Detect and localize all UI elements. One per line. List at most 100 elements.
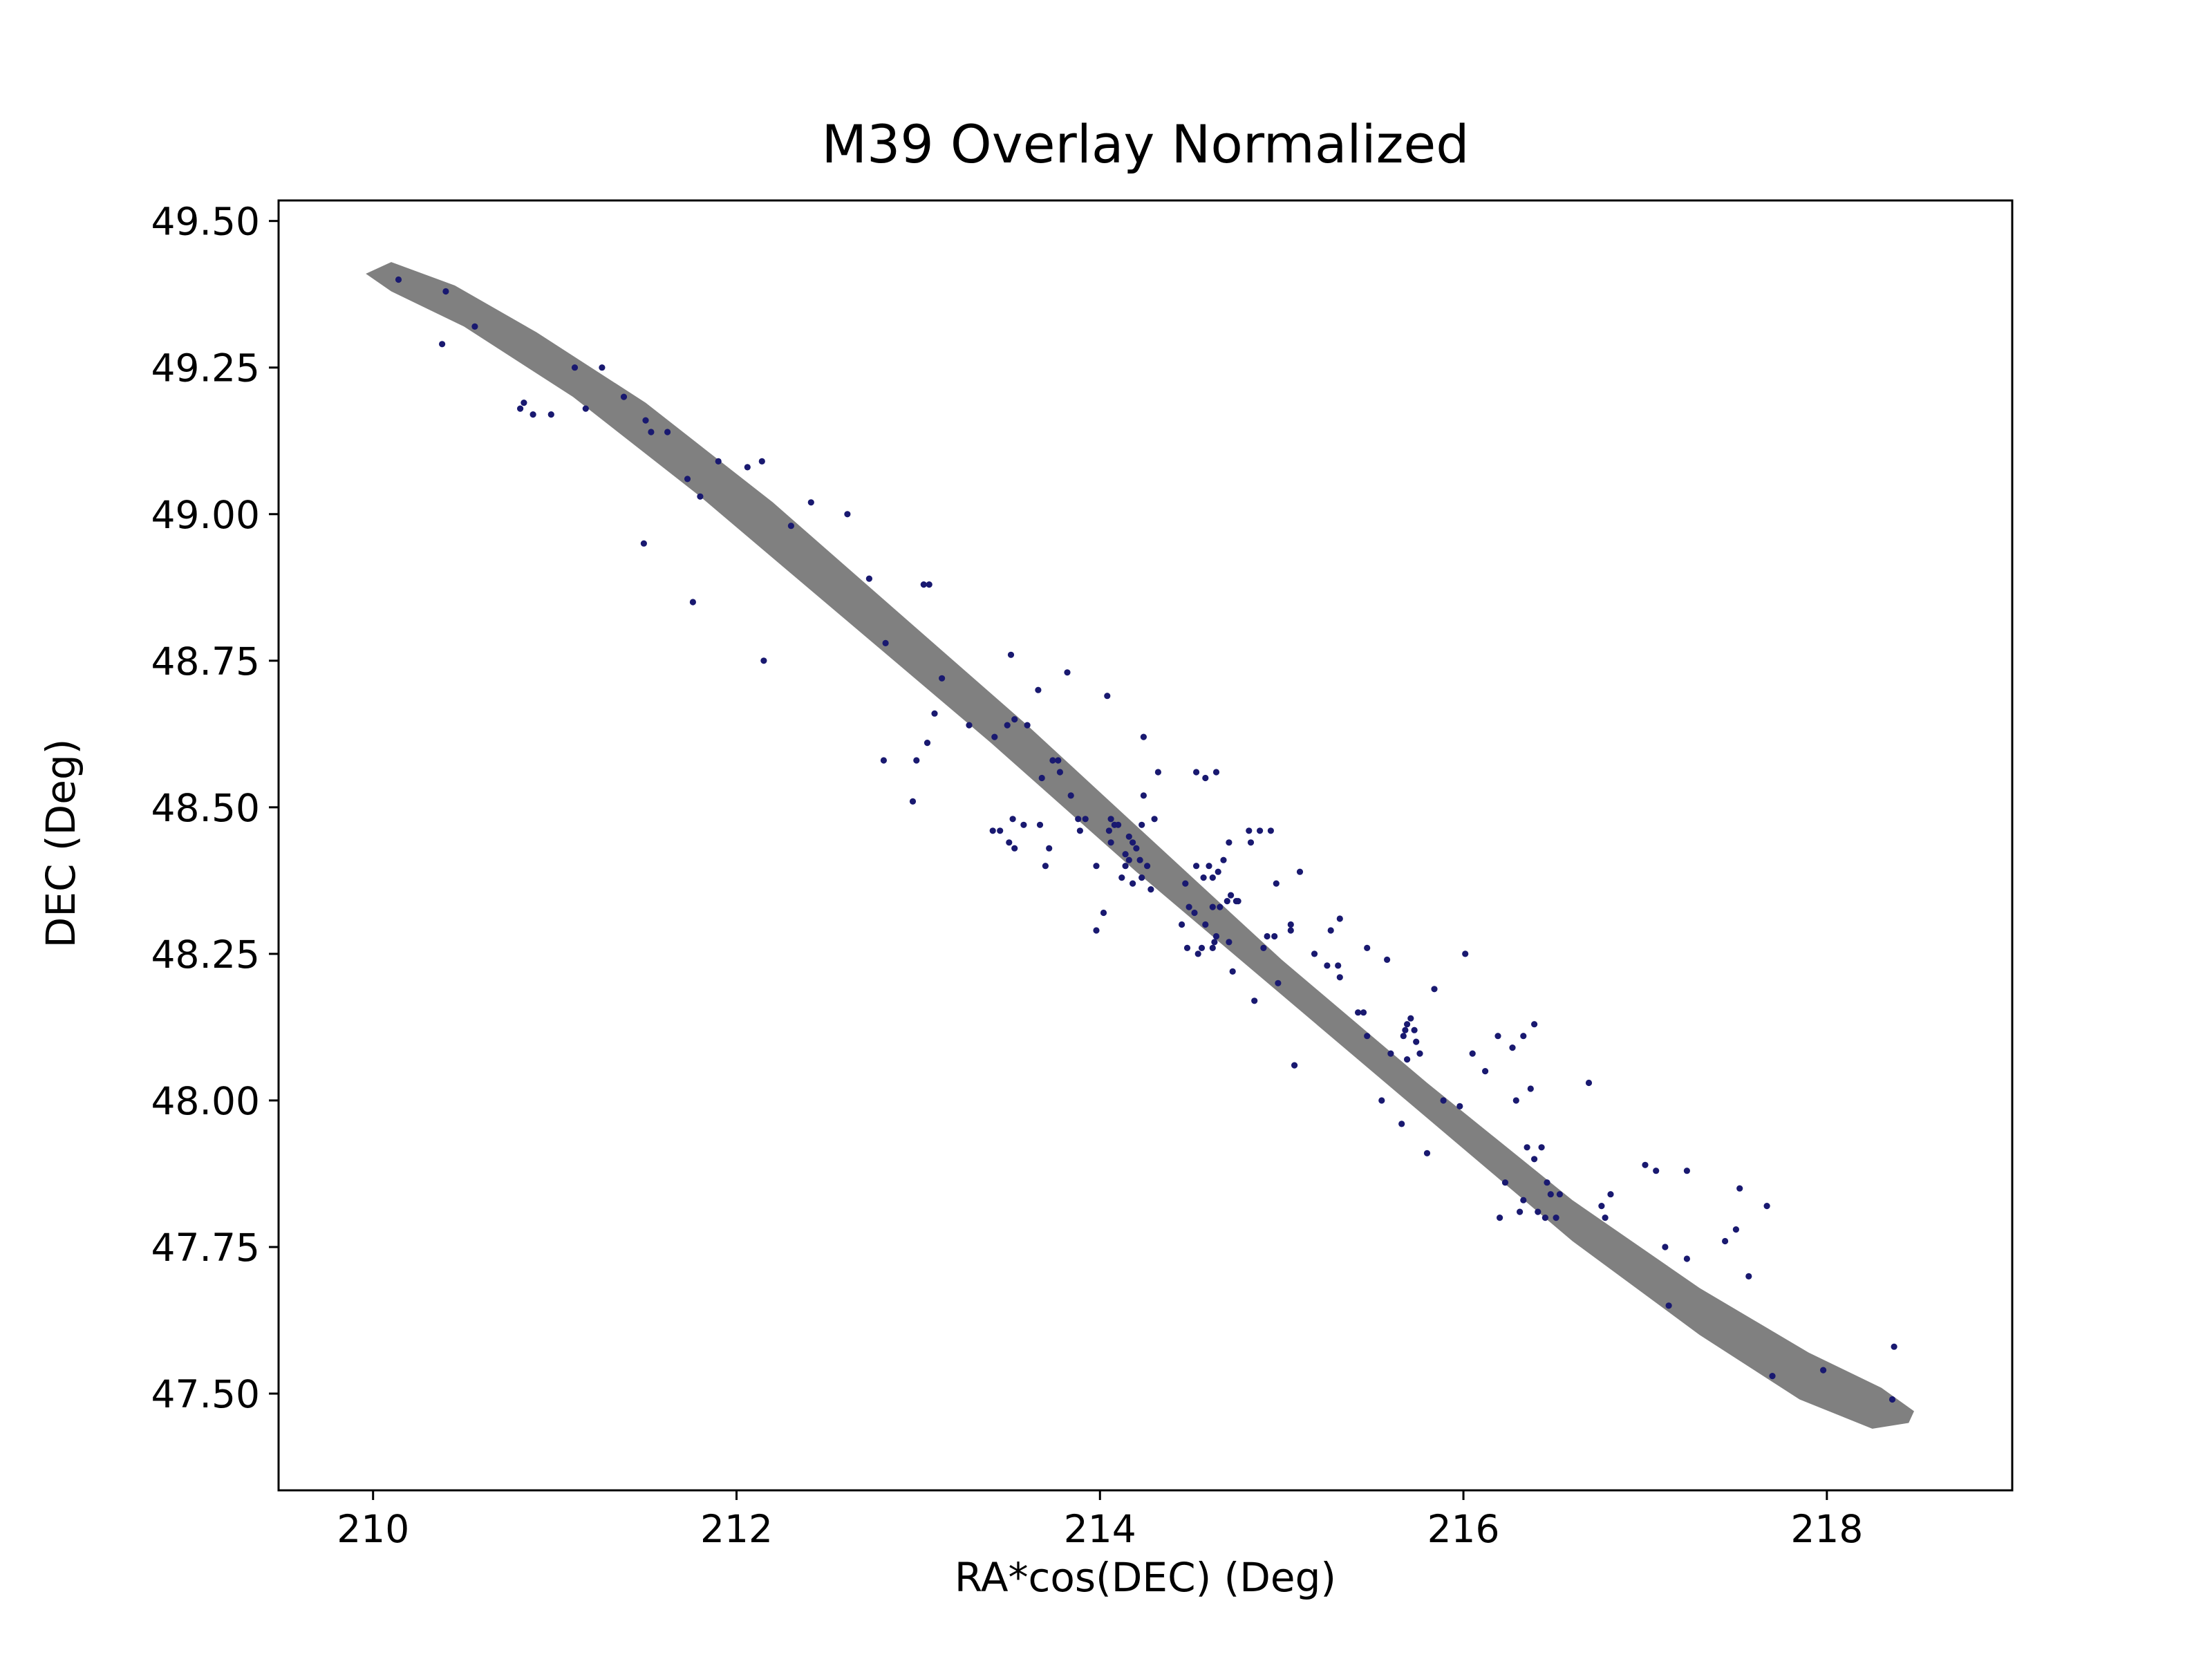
data-point	[1220, 856, 1227, 863]
axes-frame	[277, 199, 2014, 1492]
data-point	[517, 405, 524, 412]
data-point	[1820, 1367, 1827, 1374]
data-point	[1209, 903, 1216, 910]
data-point	[1212, 769, 1220, 776]
data-point	[1082, 816, 1089, 823]
data-point	[1036, 821, 1044, 828]
data-point	[1482, 1068, 1489, 1075]
data-point	[1602, 1215, 1609, 1221]
data-point	[1431, 986, 1438, 993]
data-point	[1642, 1161, 1649, 1168]
data-point	[1224, 898, 1230, 905]
axes: 210 212 214 216 218 47.50 47.75 48.00 48.25 48.50…	[151, 199, 2014, 1551]
data-point	[1665, 1302, 1672, 1309]
data-point	[1336, 974, 1343, 981]
data-point	[1046, 845, 1053, 852]
data-point	[648, 429, 655, 435]
data-point	[989, 827, 996, 834]
data-point	[1140, 792, 1147, 799]
data-point	[1183, 944, 1191, 951]
data-point	[1193, 863, 1200, 870]
data-point	[1260, 944, 1267, 951]
y-axis-label: DEC (Deg)	[37, 739, 84, 948]
data-point	[1527, 1085, 1534, 1092]
data-point	[1009, 816, 1016, 823]
data-point	[1140, 733, 1147, 740]
data-point	[1024, 722, 1031, 729]
data-point	[1229, 968, 1236, 975]
data-point	[844, 511, 851, 518]
data-point	[1007, 651, 1015, 658]
data-point	[807, 499, 814, 506]
data-point	[664, 429, 671, 435]
data-point	[1011, 716, 1018, 723]
data-point	[1076, 827, 1083, 834]
data-point	[1104, 693, 1111, 700]
data-point	[1416, 1050, 1423, 1057]
data-point	[1411, 1027, 1418, 1033]
x-tick-label: 218	[1790, 1507, 1863, 1551]
data-point	[1182, 880, 1189, 887]
data-point	[1257, 827, 1264, 834]
data-point	[1683, 1168, 1690, 1174]
data-point	[1217, 903, 1224, 910]
data-point	[909, 798, 917, 805]
data-point	[1287, 927, 1294, 934]
data-point	[1212, 932, 1220, 940]
y-tick-label: 48.25	[151, 932, 260, 977]
data-point	[1200, 874, 1207, 881]
data-point	[582, 405, 589, 412]
data-point	[1398, 1121, 1405, 1127]
data-point	[1215, 868, 1221, 875]
data-point	[1355, 1009, 1362, 1016]
data-point	[1247, 839, 1255, 846]
data-point	[1378, 1097, 1385, 1104]
chart-title: M39 Overlay Normalized	[821, 113, 1469, 175]
x-axis-label: RA*cos(DEC) (Deg)	[955, 1554, 1336, 1601]
data-point	[1462, 950, 1469, 957]
data-point	[1042, 863, 1049, 870]
data-point	[1531, 1021, 1538, 1028]
data-point	[1191, 909, 1198, 917]
data-point	[547, 411, 554, 418]
data-point	[689, 599, 697, 606]
data-point	[1512, 1097, 1519, 1104]
y-tick-label: 47.50	[151, 1372, 260, 1416]
data-point	[1387, 1050, 1394, 1057]
data-point	[1064, 669, 1071, 676]
data-point	[1136, 856, 1143, 863]
y-tick-label: 48.00	[151, 1079, 260, 1123]
y-tick-label: 49.00	[151, 493, 260, 537]
data-point	[1273, 880, 1280, 887]
data-point	[1327, 927, 1334, 934]
data-point	[865, 575, 872, 582]
x-tick-label: 212	[700, 1507, 773, 1551]
data-point	[1287, 921, 1294, 928]
data-point	[1413, 1038, 1420, 1045]
data-point	[1246, 827, 1253, 834]
data-point	[1291, 1062, 1298, 1069]
data-point	[744, 464, 751, 471]
x-tick-label: 214	[1064, 1507, 1136, 1551]
data-point	[1179, 921, 1185, 928]
data-point	[1888, 1396, 1896, 1403]
data-point	[620, 393, 628, 400]
data-point	[1055, 757, 1062, 764]
data-point	[1553, 1215, 1559, 1221]
data-point	[697, 493, 704, 500]
data-point	[1093, 863, 1100, 870]
data-point	[1130, 880, 1136, 887]
data-point	[1194, 950, 1201, 957]
data-point	[1130, 839, 1136, 846]
data-point	[1075, 816, 1082, 823]
data-point	[1100, 909, 1107, 917]
x-tick-label: 210	[337, 1507, 409, 1551]
data-point	[1520, 1033, 1527, 1040]
data-point	[1653, 1168, 1660, 1174]
data-point	[997, 827, 1004, 834]
data-point	[599, 364, 606, 371]
data-point	[1585, 1079, 1593, 1087]
data-point	[1662, 1244, 1669, 1250]
data-point	[1144, 863, 1151, 870]
data-point	[471, 323, 478, 330]
